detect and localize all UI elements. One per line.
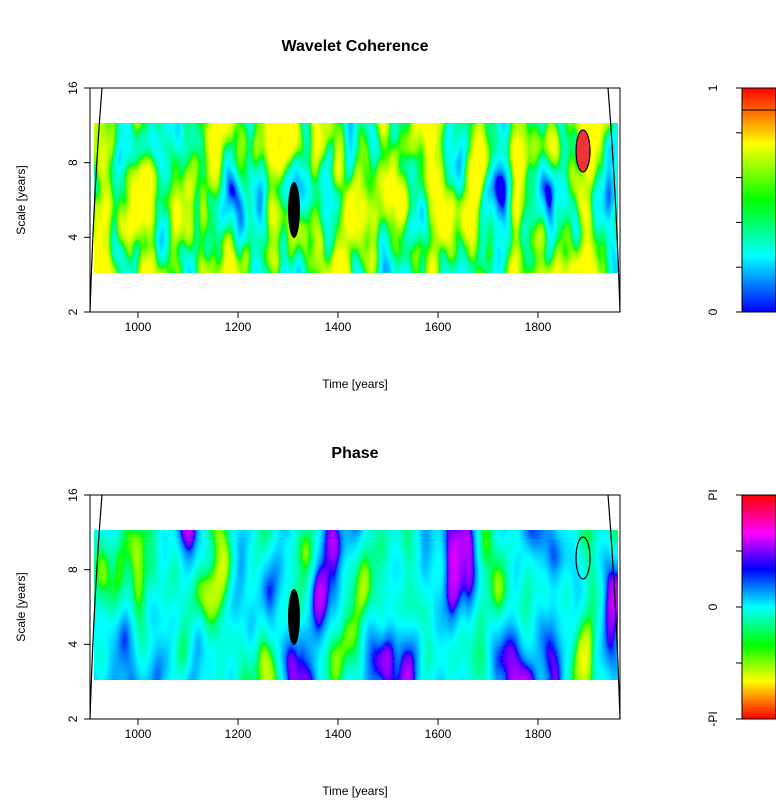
y-axis-label: Scale [years]	[14, 165, 28, 234]
heatmap-field	[94, 123, 618, 273]
y-tick-label: 8	[66, 159, 80, 166]
y-tick-label: 4	[66, 234, 80, 241]
y-tick-label: 16	[66, 81, 80, 95]
y-tick-label: 4	[66, 641, 80, 648]
colorbar-tick-label: PI	[706, 489, 720, 500]
x-axis-label: Time [years]	[322, 784, 388, 798]
x-axis-label: Time [years]	[322, 377, 388, 391]
y-axis-label: Scale [years]	[14, 572, 28, 641]
y-tick-label: 16	[66, 488, 80, 502]
plot-frame	[89, 87, 621, 313]
y-tick-label: 8	[66, 566, 80, 573]
x-tick-label: 1200	[225, 320, 252, 334]
x-tick-label: 1800	[525, 320, 552, 334]
cone-of-influence	[89, 494, 621, 720]
plot-frame	[89, 494, 621, 720]
x-tick-label: 1400	[325, 727, 352, 741]
chart-title: Wavelet Coherence	[281, 38, 428, 55]
x-tick-label: 1600	[425, 320, 452, 334]
colorbar-tick-label: -PI	[706, 711, 720, 726]
x-tick-label: 1400	[325, 320, 352, 334]
heatmap-field	[94, 530, 618, 680]
colorbar	[741, 494, 776, 720]
y-tick-label: 2	[66, 308, 80, 315]
x-tick-label: 1800	[525, 727, 552, 741]
x-tick-label: 1000	[125, 320, 152, 334]
colorbar-tick-label: 0	[706, 603, 720, 610]
significance-contour	[575, 129, 591, 173]
colorbar-tick-label: 0	[706, 308, 720, 315]
chart-title: Phase	[331, 445, 378, 462]
x-tick-label: 1600	[425, 727, 452, 741]
significance-contour	[288, 589, 300, 645]
cone-of-influence	[89, 87, 621, 313]
colorbar-tick-label: 1	[706, 84, 720, 91]
significance-contour	[575, 536, 591, 580]
x-tick-label: 1200	[225, 727, 252, 741]
x-tick-label: 1000	[125, 727, 152, 741]
significance-contour	[288, 182, 300, 238]
y-tick-label: 2	[66, 715, 80, 722]
colorbar	[741, 87, 776, 313]
